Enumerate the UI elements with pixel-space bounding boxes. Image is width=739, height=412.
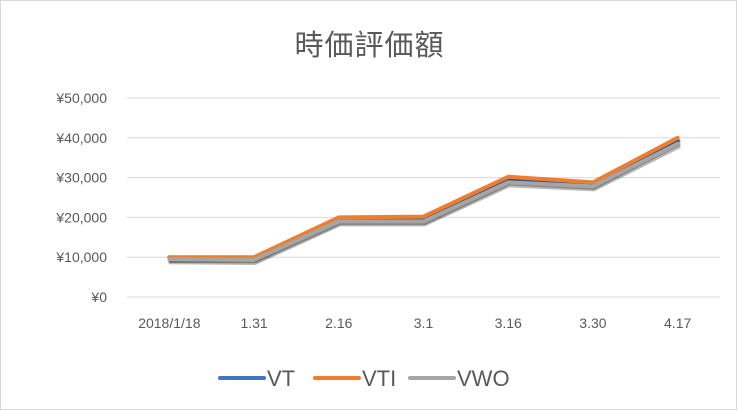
x-tick-label: 2018/1/18 (138, 315, 200, 331)
series-line-shadow (168, 141, 681, 264)
y-tick-label: ¥20,000 (55, 209, 107, 225)
legend-label-vt: VT (267, 366, 295, 391)
legend: VT VTI VWO (218, 366, 510, 391)
y-tick-label: ¥30,000 (55, 170, 107, 186)
series-line-vti (167, 135, 680, 260)
x-tick-label: 2.16 (325, 315, 352, 331)
y-tick-label: ¥50,000 (55, 90, 107, 106)
x-tick-label: 3.16 (495, 315, 522, 331)
series-line-shadow (168, 138, 681, 263)
legend-label-vti: VTI (362, 366, 396, 391)
x-tick-label: 3.1 (414, 315, 434, 331)
series-line-vwo (167, 141, 680, 262)
x-tick-label: 4.17 (664, 315, 691, 331)
y-tick-label: ¥0 (90, 289, 107, 305)
x-tick-label: 3.30 (579, 315, 606, 331)
chart-title: 時価評価額 (294, 28, 445, 62)
series-lines (167, 135, 681, 265)
x-axis-ticks: 2018/1/18 1.31 2.16 3.1 3.16 3.30 4.17 (138, 315, 691, 331)
gridlines (127, 97, 720, 298)
legend-label-vwo: VWO (457, 366, 510, 391)
y-tick-label: ¥10,000 (55, 249, 107, 265)
y-axis-ticks: ¥0 ¥10,000 ¥20,000 ¥30,000 ¥40,000 ¥50,000 (55, 90, 107, 305)
series-line-vt (167, 138, 680, 261)
series-line-shadow (168, 144, 681, 265)
x-tick-label: 1.31 (240, 315, 267, 331)
y-tick-label: ¥40,000 (55, 130, 107, 146)
